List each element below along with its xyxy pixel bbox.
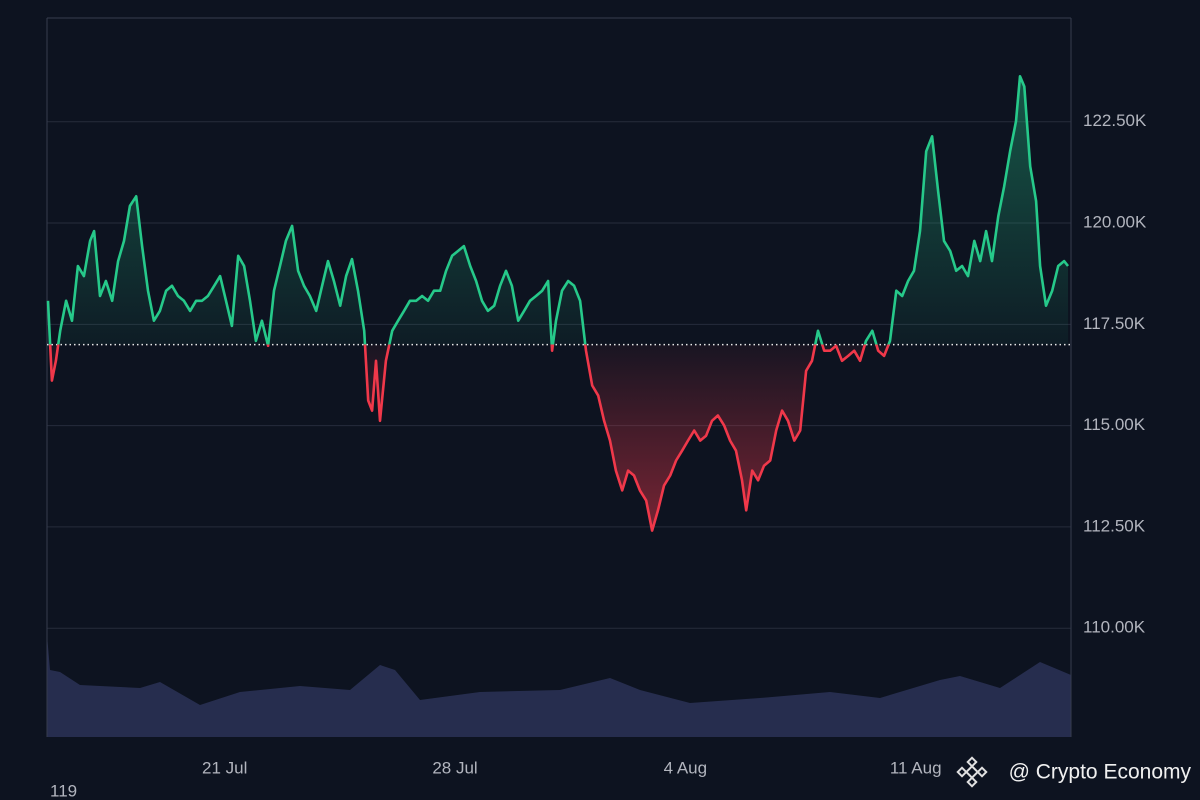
volume-area — [47, 635, 1071, 737]
x-tick-label: 21 Jul — [202, 758, 247, 777]
y-tick-label: 110.00K — [1083, 618, 1146, 637]
watermark: @ Crypto Economy — [1009, 761, 1192, 784]
x-tick-label: 11 Aug — [890, 758, 942, 777]
x-tick-label: 4 Aug — [664, 758, 708, 777]
y-tick-label: 115.00K — [1083, 415, 1146, 434]
x-tick-label: 28 Jul — [432, 758, 477, 777]
watermark-icon — [956, 756, 988, 788]
y-tick-label: 122.50K — [1083, 111, 1147, 130]
price-line — [46, 75, 1070, 532]
corner-label: 119 — [50, 781, 77, 800]
y-tick-label: 120.00K — [1083, 213, 1147, 232]
grid — [47, 121, 1071, 629]
y-tick-label: 117.50K — [1083, 314, 1146, 333]
y-tick-label: 112.50K — [1083, 516, 1146, 535]
